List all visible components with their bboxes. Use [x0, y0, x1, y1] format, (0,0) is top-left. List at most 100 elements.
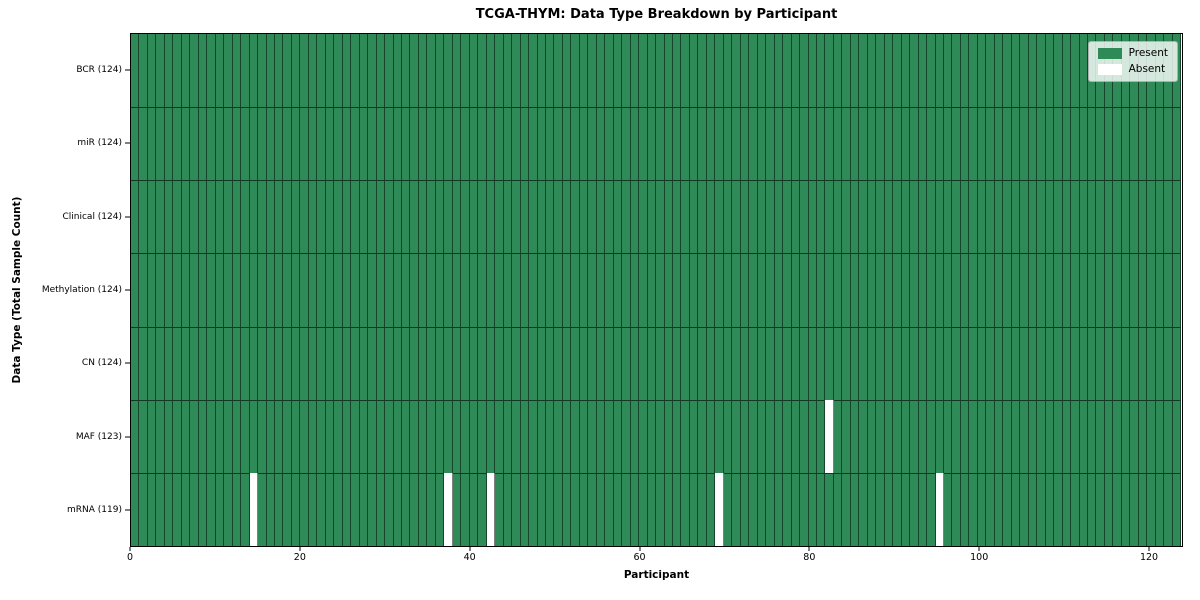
heatmap-cell-present — [173, 107, 182, 181]
heatmap-cell-present — [291, 326, 301, 400]
heatmap-cell-present — [723, 253, 733, 327]
heatmap-cell-present — [376, 399, 386, 473]
heatmap-cell-present — [512, 253, 521, 327]
heatmap-cell-present — [1104, 107, 1114, 181]
heatmap-cell-present — [410, 34, 419, 108]
heatmap-cell-present — [529, 34, 538, 108]
heatmap-cell-present — [1028, 180, 1038, 254]
heatmap-cell-present — [478, 399, 487, 473]
heatmap-cell-present — [1037, 253, 1046, 327]
heatmap-cell-present — [258, 107, 267, 181]
heatmap-cell-present — [435, 399, 445, 473]
heatmap-cell-present — [800, 326, 809, 400]
heatmap-cell-present — [139, 253, 148, 327]
heatmap-cell-present — [486, 253, 496, 327]
heatmap-cell-present — [952, 253, 961, 327]
heatmap-cell-present — [952, 34, 961, 108]
heatmap-cell-present — [461, 399, 470, 473]
heatmap-cell-present — [190, 472, 199, 546]
heatmap-cell-present — [977, 399, 987, 473]
heatmap-cell-present — [706, 472, 716, 546]
heatmap-cell-present — [867, 34, 877, 108]
heatmap-cell-present — [1096, 472, 1105, 546]
heatmap-cell-present — [351, 472, 360, 546]
heatmap-cell-present — [960, 180, 970, 254]
heatmap-cell-present — [181, 107, 191, 181]
heatmap-cell-present — [893, 107, 902, 181]
heatmap-cell-present — [308, 180, 318, 254]
heatmap-cell-present — [1138, 472, 1148, 546]
heatmap-cell-present — [1104, 472, 1114, 546]
heatmap-cell-present — [198, 180, 208, 254]
heatmap-cell-present — [520, 180, 530, 254]
y-tick-label: miR (124) — [77, 138, 122, 149]
heatmap-cell-present — [241, 399, 250, 473]
heatmap-cell-present — [1130, 326, 1139, 400]
heatmap-cell-present — [342, 34, 352, 108]
heatmap-cell-present — [325, 399, 335, 473]
heatmap-cell-present — [825, 107, 834, 181]
heatmap-cell-present — [376, 107, 386, 181]
heatmap-cell-present — [452, 472, 462, 546]
heatmap-cell-present — [808, 326, 817, 400]
heatmap-cell-present — [910, 472, 919, 546]
heatmap-cell-present — [791, 180, 801, 254]
heatmap-cell-present — [833, 253, 843, 327]
heatmap-cell-present — [783, 326, 792, 400]
heatmap-cell-present — [689, 326, 699, 400]
heatmap-cell-present — [850, 399, 860, 473]
heatmap-cell-present — [613, 107, 623, 181]
heatmap-cell-present — [207, 472, 216, 546]
heatmap-cell-present — [342, 326, 352, 400]
heatmap-cell-present — [1113, 472, 1122, 546]
heatmap-cell-present — [1054, 34, 1063, 108]
heatmap-cell-present — [1079, 399, 1088, 473]
heatmap-cell-present — [351, 107, 360, 181]
heatmap-cell-present — [1147, 326, 1156, 400]
heatmap-cell-present — [994, 107, 1004, 181]
heatmap-cell-present — [147, 253, 157, 327]
heatmap-cell-present — [715, 34, 724, 108]
heatmap-cell-present — [562, 107, 572, 181]
heatmap-cell-present — [173, 399, 182, 473]
x-tick-label: 120 — [1139, 552, 1159, 563]
heatmap-cell-present — [1130, 472, 1139, 546]
heatmap-cell-present — [783, 107, 792, 181]
heatmap-cell-present — [215, 107, 225, 181]
heatmap-row — [131, 399, 1182, 473]
heatmap-cell-present — [630, 34, 640, 108]
heatmap-cell-present — [266, 107, 275, 181]
heatmap-cell-present — [579, 34, 589, 108]
heatmap-cell-present — [918, 253, 928, 327]
heatmap-cell-present — [571, 34, 580, 108]
x-axis-label: Participant — [623, 569, 690, 581]
heatmap-cell-present — [545, 107, 555, 181]
heatmap-cell-present — [359, 107, 369, 181]
heatmap-cell-present — [164, 472, 174, 546]
heatmap-cell-present — [402, 326, 411, 400]
heatmap-cell-present — [689, 253, 699, 327]
heatmap-cell-present — [402, 107, 411, 181]
heatmap-cell-present — [825, 180, 834, 254]
heatmap-cell-present — [529, 107, 538, 181]
heatmap-cell-present — [969, 399, 978, 473]
heatmap-cell-present — [215, 326, 225, 400]
heatmap-cell-present — [452, 399, 462, 473]
heatmap-cell-present — [317, 34, 326, 108]
heatmap-cell-present — [139, 399, 148, 473]
heatmap-cell-present — [1121, 399, 1131, 473]
heatmap-cell-present — [359, 34, 369, 108]
heatmap-cell-present — [418, 34, 428, 108]
heatmap-cell-present — [469, 180, 479, 254]
heatmap-cell-present — [342, 107, 352, 181]
heatmap-cell-present — [791, 326, 801, 400]
heatmap-cell-present — [723, 472, 733, 546]
heatmap-cell-present — [1045, 253, 1055, 327]
heatmap-cell-present — [300, 107, 309, 181]
heatmap-cell-present — [512, 472, 521, 546]
heatmap-cell-present — [969, 253, 978, 327]
heatmap-cell-present — [571, 253, 580, 327]
heatmap-cell-present — [249, 34, 259, 108]
y-tick-label: CN (124) — [81, 358, 122, 369]
heatmap-cell-present — [960, 253, 970, 327]
